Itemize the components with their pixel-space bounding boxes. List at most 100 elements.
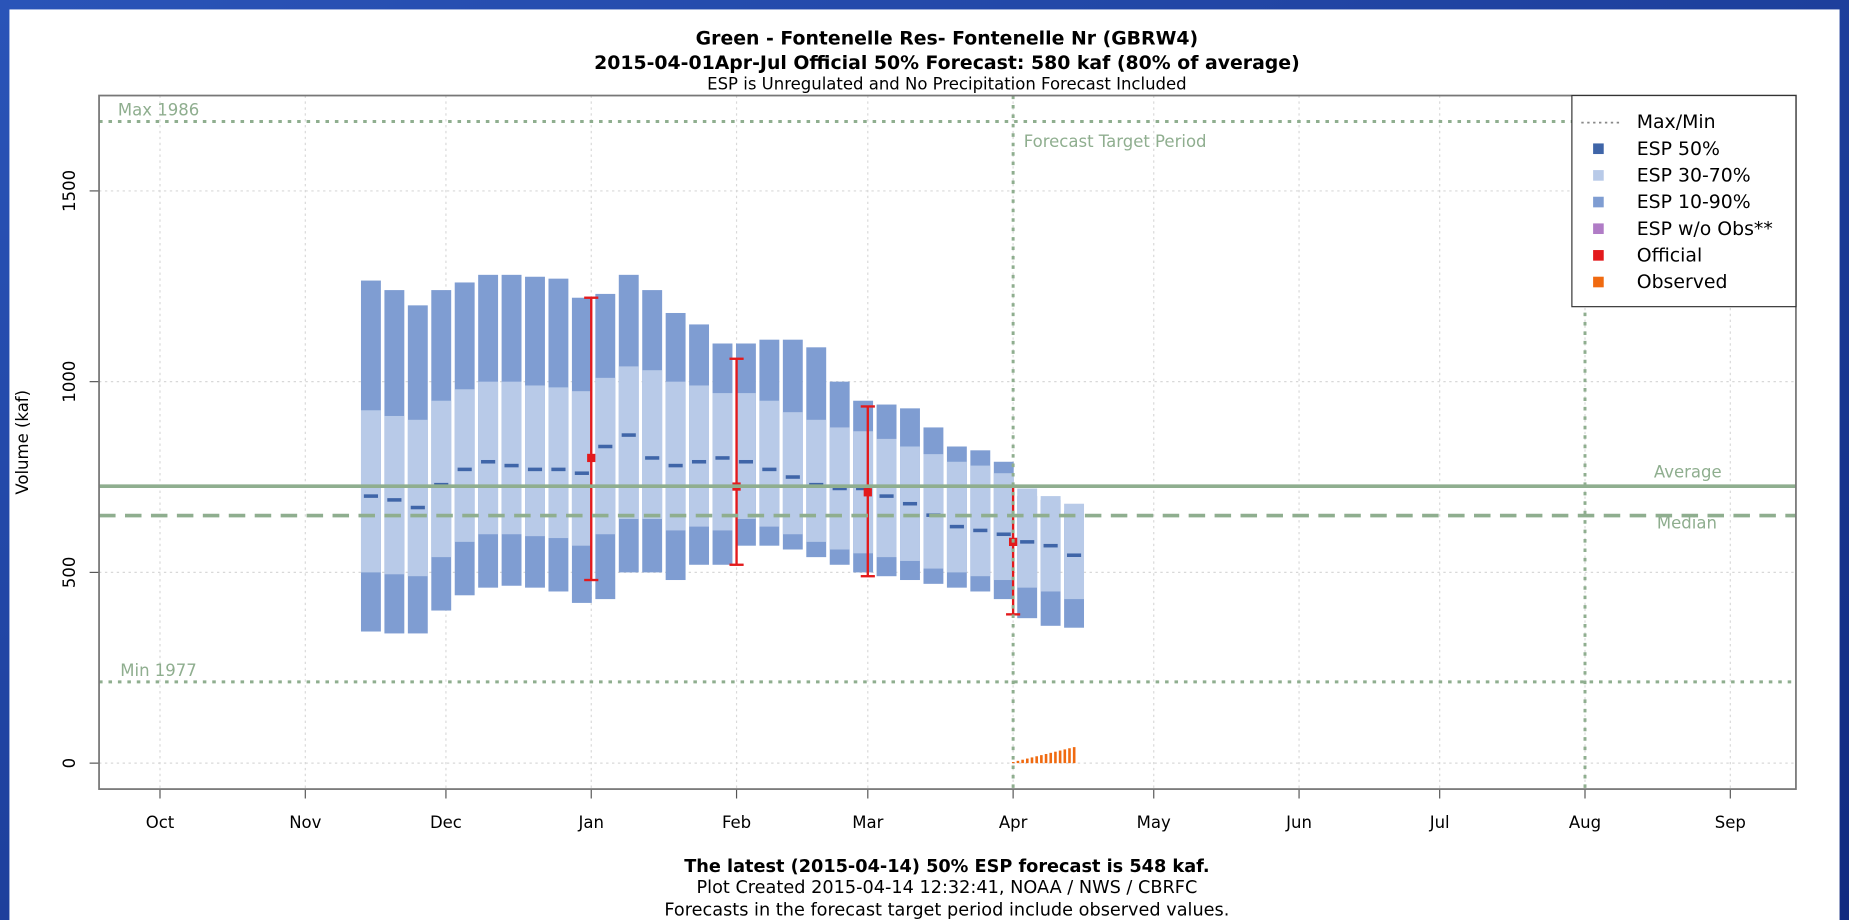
observed-bar [1021, 759, 1024, 764]
observed-bar [1058, 750, 1062, 764]
esp-band [548, 387, 569, 539]
esp-median [902, 501, 918, 506]
esp-median [668, 463, 683, 468]
legend-box [1571, 94, 1797, 308]
esp-band [735, 393, 756, 519]
esp-band [993, 473, 1014, 581]
esp-median [387, 498, 402, 502]
official-point [587, 453, 596, 463]
esp-median [504, 463, 519, 468]
y-axis-label: Volume (kaf) [13, 390, 32, 495]
esp-median [691, 459, 707, 464]
y-tick-label: 0 [60, 758, 79, 769]
footer: Forecasts in the forecast target period … [664, 901, 1229, 920]
esp-band [360, 410, 381, 573]
observed-bar [1016, 760, 1020, 764]
esp-median [715, 456, 730, 460]
x-tick-label: Mar [852, 813, 883, 832]
esp-median [527, 467, 543, 472]
esp-band [1040, 496, 1061, 592]
esp-band [595, 377, 616, 535]
esp-band [478, 381, 499, 535]
x-tick-label: Dec [430, 813, 462, 832]
legend-label: ESP w/o Obs** [1637, 218, 1773, 240]
legend-swatch [1593, 143, 1604, 155]
plot-frame [98, 94, 1797, 790]
esp-median [1043, 543, 1058, 548]
x-tick-label: Aug [1569, 813, 1601, 832]
observed-bar [1011, 761, 1015, 764]
esp-band [618, 366, 639, 519]
legend-label: Official [1637, 244, 1702, 266]
legend-label: ESP 30-70% [1637, 164, 1751, 186]
esp-median [832, 486, 847, 491]
esp-median [785, 475, 800, 479]
legend-swatch [1593, 196, 1604, 208]
esp-band [501, 381, 522, 535]
esp-median [574, 471, 589, 475]
esp-median [363, 494, 379, 498]
observed-bar [1049, 752, 1053, 764]
esp-median [1020, 540, 1035, 544]
chart-title: Green - Fontenelle Res- Fontenelle Nr (G… [696, 27, 1198, 49]
esp-band [384, 415, 405, 575]
x-tick-label: Jan [578, 813, 604, 832]
esp-band [1017, 488, 1038, 588]
esp-band [806, 419, 827, 542]
observed-bar [1063, 749, 1067, 764]
esp-band [407, 419, 428, 577]
esp-band [689, 385, 710, 527]
esp-median [410, 505, 425, 510]
legend-label: Observed [1637, 271, 1728, 293]
esp-median [645, 456, 660, 460]
reference-label: Min 1977 [120, 661, 197, 680]
esp-band [431, 400, 452, 558]
x-tick-label: May [1137, 813, 1171, 832]
esp-median [879, 494, 894, 498]
legend-label: ESP 10-90% [1637, 191, 1751, 213]
esp-band [876, 438, 897, 558]
observed-bar [1072, 747, 1076, 764]
observed-bar [1044, 753, 1048, 764]
esp-band [665, 381, 686, 531]
esp-band [759, 400, 780, 527]
x-tick-label: Apr [999, 813, 1028, 832]
footer: The latest (2015-04-14) 50% ESP forecast… [684, 857, 1209, 877]
x-tick-label: Jun [1285, 813, 1312, 832]
esp-median [481, 459, 496, 464]
footer: Plot Created 2015-04-14 12:32:41, NOAA /… [696, 878, 1197, 898]
reference-label: Max 1986 [118, 100, 199, 119]
esp-median [996, 532, 1011, 537]
esp-band [782, 412, 803, 535]
esp-median [598, 444, 613, 449]
legend-swatch [1593, 250, 1604, 261]
observed-bar [1068, 748, 1071, 764]
esp-median [621, 433, 636, 437]
esp-band [642, 370, 663, 519]
esp-median [738, 459, 754, 464]
esp-median [856, 486, 871, 491]
observed-bar [1026, 758, 1029, 764]
legend-label: ESP 50% [1637, 138, 1720, 160]
x-tick-label: Nov [289, 813, 321, 832]
esp-band [454, 389, 475, 542]
esp-band [525, 385, 545, 537]
y-tick-label: 500 [60, 557, 79, 589]
observed-bar [1030, 757, 1034, 764]
esp-band [571, 391, 592, 546]
official-point [863, 488, 872, 497]
reference-label: Median [1657, 513, 1717, 532]
esp-band [712, 393, 733, 531]
esp-median [551, 467, 566, 472]
observed-bar [1054, 751, 1057, 764]
esp-median [1066, 553, 1082, 557]
legend-swatch [1593, 276, 1604, 288]
chart-subtitle: ESP is Unregulated and No Precipitation … [707, 74, 1186, 93]
x-tick-label: Jul [1429, 813, 1450, 832]
x-tick-label: Feb [722, 813, 751, 832]
observed-bar [1040, 755, 1043, 764]
x-tick-label: Sep [1715, 813, 1746, 832]
esp-median [762, 467, 777, 472]
y-tick-label: 1500 [60, 170, 79, 212]
